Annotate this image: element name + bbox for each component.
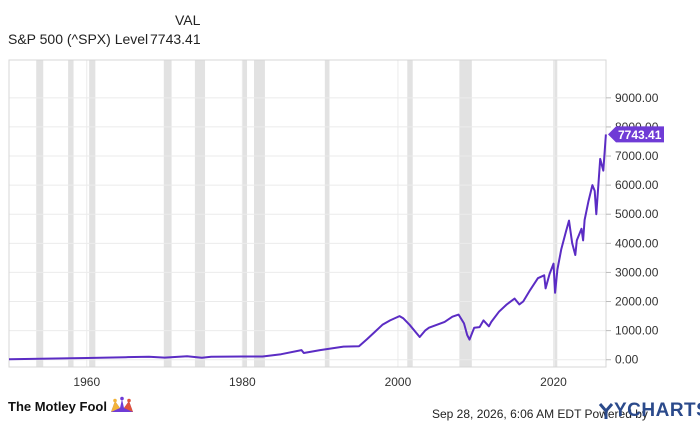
series-lines: [8, 134, 607, 361]
x-axis-ticks: 1960 1980 2000 2020: [73, 375, 567, 389]
recession-band-9: [459, 60, 472, 367]
x-tick-label-0: 1960: [73, 375, 100, 389]
y-tick-label-7: 7000.00: [615, 149, 659, 163]
recession-band-5: [242, 60, 248, 367]
jester-hat-icon: [110, 396, 133, 412]
ycharts-chevron-icon: [598, 403, 614, 419]
recession-band-4: [194, 60, 206, 367]
ycharts-wordmark: YCHARTS: [614, 400, 700, 421]
recession-band-8: [407, 60, 413, 367]
recession-band-1: [68, 60, 74, 367]
x-tick-label-3: 2020: [540, 375, 567, 389]
y-tick-label-9: 9000.00: [615, 91, 659, 105]
timestamp-text: Sep 28, 2026, 6:06 AM EDT Powered by: [432, 407, 648, 421]
current-value-badge: [608, 126, 664, 143]
x-tick-label-1: 1980: [229, 375, 256, 389]
recession-band-7: [324, 60, 330, 367]
motley-fool-logo-text: The Motley Fool: [8, 398, 107, 414]
recession-band-6: [254, 60, 265, 367]
current-value-badge-group: 7743.41: [608, 126, 664, 143]
legend-series-name[interactable]: S&P 500 (^SPX) Level: [8, 31, 149, 47]
ycharts-logo[interactable]: YCHARTS: [598, 400, 700, 422]
legend-series-value: 7743.41: [150, 31, 201, 47]
x-tick-label-2: 2000: [385, 375, 412, 389]
brand-block: The Motley Fool: [8, 396, 135, 416]
y-tick-label-0: 0.00: [615, 353, 639, 367]
current-value-label: 7743.41: [618, 128, 662, 142]
y-tick-label-4: 4000.00: [615, 236, 659, 250]
gridlines: [9, 60, 606, 367]
plot-frame: [8, 59, 607, 368]
recession-band-0: [36, 60, 44, 367]
series-line-0: [8, 134, 607, 361]
recession-band-10: [554, 60, 558, 367]
y-axis-ticks: 0.00 1000.00 2000.00 3000.00 4000.00 5000.00 6…: [606, 91, 659, 367]
legend-column-header: VAL: [175, 12, 201, 28]
recession-band-3: [163, 60, 172, 367]
recession-bands: [36, 60, 558, 367]
y-tick-label-3: 3000.00: [615, 265, 659, 279]
y-tick-label-2: 2000.00: [615, 295, 659, 309]
y-tick-label-5: 5000.00: [615, 207, 659, 221]
recession-band-2: [89, 60, 96, 367]
y-tick-label-6: 6000.00: [615, 178, 659, 192]
y-tick-label-1: 1000.00: [615, 324, 659, 338]
